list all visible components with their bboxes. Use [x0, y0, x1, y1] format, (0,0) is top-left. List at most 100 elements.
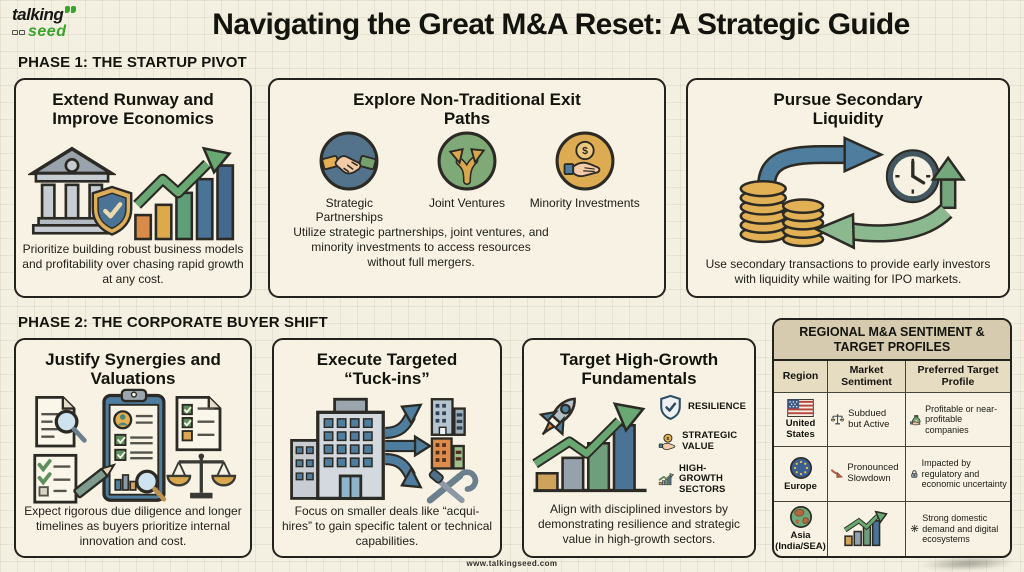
tools-icon — [426, 469, 479, 504]
shield-check-icon — [91, 185, 133, 236]
profile-label: Profitable or near-profitable companies — [925, 404, 998, 435]
document-magnifier-icon — [35, 396, 87, 448]
money-bag-hand-icon: $ — [910, 415, 921, 426]
exit-path-label: Joint Ventures — [428, 196, 506, 211]
feature-label: HIGH-GROWTH SECTORS — [679, 462, 726, 495]
sentiment-label: Pronounced Slowdown — [847, 462, 899, 484]
growth-bars-icon — [133, 146, 235, 240]
card-title: Pursue Secondary Liquidity — [773, 90, 923, 129]
slowdown-arrow-icon — [831, 469, 843, 478]
card-title: Justify Synergies and Valuations — [45, 350, 221, 389]
card-title: Target High-Growth Fundamentals — [559, 350, 719, 389]
orange-building-icon — [430, 437, 465, 470]
card-body: Expect rigorous due diligence and longer… — [24, 504, 242, 549]
coin-hand-icon: $ — [658, 433, 676, 450]
region-label: Asia (India/SEA) — [775, 530, 826, 552]
profile-label: Strong domestic demand and digital ecosy… — [922, 513, 999, 544]
feature-label: RESILIENCE — [688, 400, 747, 412]
small-building-icon — [430, 398, 466, 437]
column-header-profile: Preferred Target Profile — [906, 361, 1010, 393]
card-extend-runway: Extend Runway and Improve Economics — [14, 78, 252, 298]
svg-text:$: $ — [582, 145, 588, 157]
talkingseed-logo: talking seed — [12, 5, 77, 40]
bank-icon — [26, 146, 118, 235]
region-cell-asia: Asia (India/SEA) — [774, 501, 828, 556]
regional-table-title: REGIONAL M&A SENTIMENT & TARGET PROFILES — [774, 320, 1010, 361]
phase1-heading: PHASE 1: THE STARTUP PIVOT — [18, 54, 247, 71]
sentiment-cell-europe: Pronounced Slowdown — [828, 447, 906, 502]
svg-text:$: $ — [667, 436, 670, 442]
up-arrow-icon — [930, 156, 966, 210]
liquidity-cycle-icon — [739, 136, 966, 251]
branch-arrows-icon — [384, 403, 433, 489]
exit-path-item: Joint Ventures — [409, 130, 525, 225]
coin-stack-icon — [739, 180, 825, 248]
acquisition-buildings-icon — [290, 397, 479, 504]
rocket-icon — [538, 397, 576, 437]
scales-icon — [166, 453, 237, 499]
region-label: Europe — [784, 480, 817, 492]
growth-chart-icon — [843, 510, 888, 547]
exit-path-item: Strategic Partnerships — [291, 130, 407, 225]
region-cell-europe: Europe — [774, 447, 828, 502]
asia-globe-icon — [789, 506, 812, 529]
card-title: Extend Runway and Improve Economics — [52, 90, 214, 129]
coin-hand-icon: $ — [555, 131, 615, 191]
card-high-growth: Target High-Growth Fundamentals — [522, 338, 756, 558]
clock-icon — [885, 149, 940, 204]
profile-cell-us: $ Profitable or near-profitable companie… — [906, 393, 1010, 448]
sentiment-label: Subdued but Active — [848, 407, 890, 430]
card-body: Use secondary transactions to provide ea… — [705, 256, 991, 286]
check-document-icon — [175, 396, 222, 452]
region-label: United States — [785, 418, 816, 440]
card-title: Explore Non-Traditional Exit Paths — [353, 90, 581, 129]
logo-word-talking: talking — [12, 5, 64, 24]
main-building-icon — [290, 397, 385, 501]
sentiment-cell-us: Subdued but Active — [828, 393, 906, 448]
sentiment-cell-asia — [828, 501, 906, 556]
column-header-region: Region — [774, 361, 828, 393]
column-header-sentiment: Market Sentiment — [828, 361, 906, 393]
logo-word-seed: seed — [28, 23, 67, 40]
card-secondary-liquidity: Pursue Secondary Liquidity — [686, 78, 1010, 298]
profile-cell-asia: Strong domestic demand and digital ecosy… — [906, 502, 1010, 556]
lock-icon — [911, 470, 918, 478]
mini-growth-chart-icon — [658, 473, 674, 485]
exit-path-label: Strategic Partnerships — [315, 196, 383, 224]
profile-cell-europe: Impacted by regulatory and economic unce… — [906, 447, 1010, 502]
pencil-icon — [73, 463, 117, 499]
card-body: Prioritize building robust business mode… — [22, 241, 244, 286]
phase2-heading: PHASE 2: THE CORPORATE BUYER SHIFT — [18, 314, 328, 331]
digital-network-icon — [910, 525, 919, 533]
logo-quotes-icon — [65, 6, 77, 13]
logo-glasses-icon — [12, 29, 25, 35]
shield-check-icon — [660, 394, 681, 420]
feature-label: STRATEGIC VALUE — [682, 430, 738, 452]
feature-high-growth: HIGH-GROWTH SECTORS — [658, 462, 748, 495]
region-cell-us: United States — [774, 393, 828, 448]
handshake-icon — [319, 131, 379, 191]
due-diligence-icon — [33, 388, 237, 504]
checklist-icon — [33, 454, 78, 504]
rocket-growth-icon — [532, 397, 647, 493]
card-body: Align with disciplined investors by demo… — [537, 501, 741, 546]
clipboard-icon — [102, 388, 167, 502]
website-footer: www.talkingseed.com — [466, 559, 558, 568]
profile-label: Impacted by regulatory and economic unce… — [921, 458, 1007, 490]
card-body: Focus on smaller deals like “acqui-hires… — [281, 504, 493, 549]
bank-shield-group — [26, 145, 133, 242]
card-body: Utilize strategic partnerships, joint ve… — [293, 224, 549, 269]
scales-icon — [831, 414, 845, 425]
card-justify-synergies: Justify Synergies and Valuations — [14, 338, 252, 558]
exit-path-item: $ Minority Investments — [527, 130, 643, 225]
eu-flag-icon — [789, 456, 812, 479]
card-exit-paths: Explore Non-Traditional Exit Paths Strat… — [268, 78, 666, 298]
card-title: Execute Targeted “Tuck-ins” — [316, 350, 458, 389]
feature-strategic-value: $ STRATEGIC VALUE — [658, 430, 748, 454]
us-flag-icon — [787, 399, 814, 418]
exit-path-label: Minority Investments — [529, 196, 640, 211]
svg-text:$: $ — [915, 420, 917, 424]
feature-resilience: RESILIENCE — [658, 394, 748, 420]
card-tuck-ins: Execute Targeted “Tuck-ins” — [272, 338, 502, 558]
